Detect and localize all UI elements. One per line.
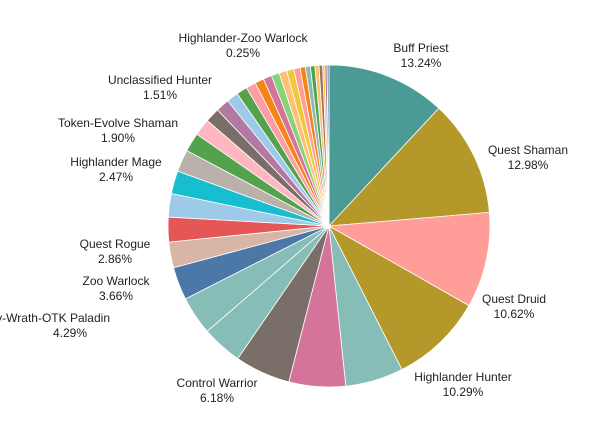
pie-slice-quest-druid [327, 211, 491, 307]
slice-label-unclassified-hunter: Unclassified Hunter [108, 73, 212, 87]
slice-value-quest-shaman: 12.98% [508, 158, 549, 172]
slice-label-token-evolve-shaman: Token-Evolve Shaman [58, 116, 178, 130]
slice-label-highlander-mage: Highlander Mage [70, 155, 162, 169]
slice-value-holy-wrath-otk-paladin: 4.29% [53, 326, 87, 340]
slice-label-quest-shaman: Quest Shaman [488, 143, 568, 157]
pie-slices [167, 64, 491, 388]
slice-value-token-evolve-shaman: 1.90% [101, 131, 135, 145]
pie-slice-highlander-hunter [328, 224, 470, 371]
slice-label-holy-wrath-otk-paladin: Holy-Wrath-OTK Paladin [0, 311, 110, 325]
slice-value-zoo-warlock: 3.66% [99, 289, 133, 303]
slice-value-highlander-zoo-warlock: 0.25% [226, 46, 260, 60]
slice-label-quest-rogue: Quest Rogue [80, 237, 151, 251]
slice-value-quest-druid: 10.62% [494, 307, 535, 321]
slice-value-control-warrior: 6.18% [200, 391, 234, 405]
slice-value-unclassified-hunter: 1.51% [143, 88, 177, 102]
pie-slice-35 [326, 64, 330, 227]
slice-value-buff-priest: 13.24% [401, 56, 442, 70]
slice-label-control-warrior: Control Warrior [177, 376, 258, 390]
slice-value-quest-rogue: 2.86% [98, 252, 132, 266]
slice-value-highlander-mage: 2.47% [99, 170, 133, 184]
pie-slice-buff-priest [328, 64, 440, 228]
slice-label-quest-druid: Quest Druid [482, 292, 546, 306]
slice-label-buff-priest: Buff Priest [393, 41, 449, 55]
slice-value-highlander-hunter: 10.29% [443, 385, 484, 399]
slice-label-highlander-zoo-warlock: Highlander-Zoo Warlock [179, 31, 309, 45]
slice-label-highlander-hunter: Highlander Hunter [414, 370, 511, 384]
slice-label-zoo-warlock: Zoo Warlock [83, 274, 151, 288]
pie-slice-quest-shaman [327, 107, 490, 227]
